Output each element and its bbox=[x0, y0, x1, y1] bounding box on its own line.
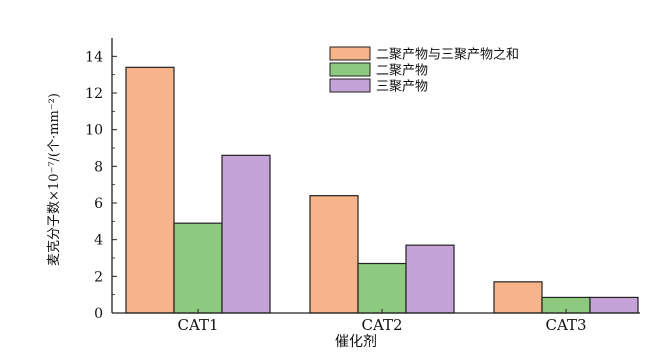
legend-swatch-0 bbox=[329, 46, 371, 61]
bar-cat2-series-2 bbox=[405, 244, 455, 314]
legend-swatch-2 bbox=[329, 78, 371, 93]
y-tick-label-6: 6 bbox=[94, 196, 103, 212]
bar-cat2-series-0 bbox=[309, 195, 359, 314]
legend-label-0: 二聚产物与三聚产物之和 bbox=[376, 48, 519, 63]
y-axis-label: 麦克分子数×10⁻⁷/(个·mm⁻²) bbox=[47, 93, 62, 266]
x-tick-label-cat3: CAT3 bbox=[545, 316, 586, 334]
legend-swatch-1 bbox=[329, 62, 371, 77]
legend-label-1: 二聚产物 bbox=[376, 64, 428, 79]
bar-cat3-series-2 bbox=[589, 296, 639, 314]
bar-cat2-series-1 bbox=[357, 262, 407, 314]
y-tick-label-12: 12 bbox=[85, 86, 103, 102]
bar-cat1-series-0 bbox=[125, 66, 175, 314]
y-tick-label-8: 8 bbox=[94, 159, 103, 175]
y-tick-label-0: 0 bbox=[94, 306, 103, 322]
bar-cat1-series-2 bbox=[221, 154, 271, 314]
bar-cat3-series-0 bbox=[493, 281, 543, 314]
x-tick-label-cat2: CAT2 bbox=[361, 316, 402, 334]
y-tick-label-4: 4 bbox=[94, 233, 103, 249]
y-tick-label-10: 10 bbox=[85, 123, 103, 139]
legend-label-2: 三聚产物 bbox=[376, 80, 428, 95]
y-tick-label-2: 2 bbox=[94, 269, 103, 285]
y-tick-label-14: 14 bbox=[85, 49, 103, 65]
x-tick-label-cat1: CAT1 bbox=[177, 316, 218, 334]
x-axis-label: 催化剂 bbox=[335, 334, 377, 348]
bar-cat1-series-1 bbox=[173, 222, 223, 314]
